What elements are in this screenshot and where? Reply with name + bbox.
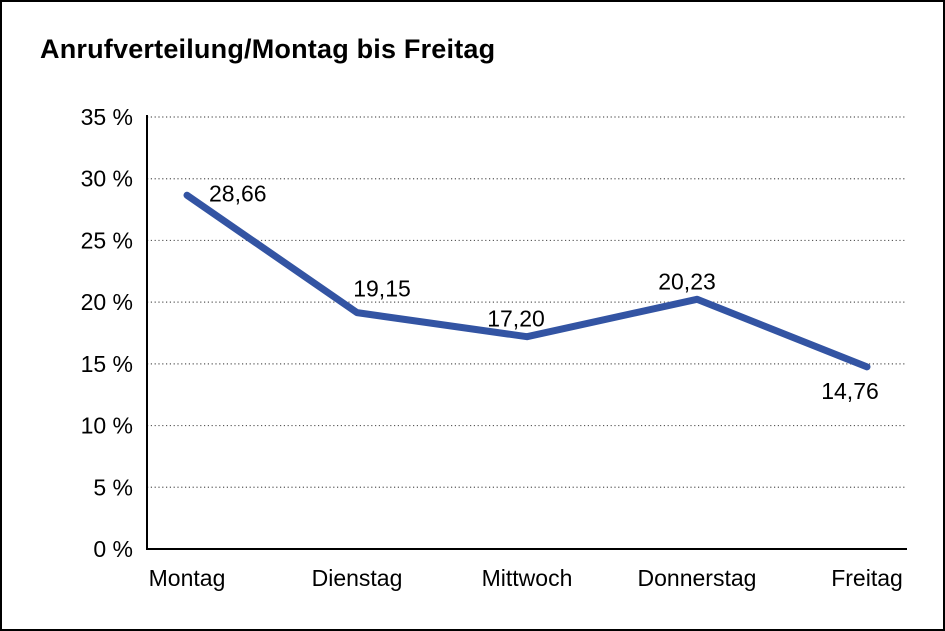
y-tick-label: 15 % [81, 351, 133, 377]
data-point-label: 14,76 [821, 378, 879, 404]
y-tick-label: 25 % [81, 227, 133, 253]
data-point-label: 28,66 [209, 180, 267, 206]
series-line [183, 191, 871, 371]
x-category-label: Freitag [831, 565, 903, 591]
y-tick-label: 5 % [93, 474, 133, 500]
x-category-label: Mittwoch [482, 565, 573, 591]
x-category-label: Montag [149, 565, 226, 591]
chart-title: Anrufverteilung/Montag bis Freitag [40, 34, 496, 64]
x-category-label: Donnerstag [638, 565, 757, 591]
data-point-label: 20,23 [658, 268, 716, 294]
y-tick-label: 30 % [81, 166, 133, 192]
y-tick-label: 20 % [81, 289, 133, 315]
x-category-label: Dienstag [312, 565, 403, 591]
data-point-label: 17,20 [487, 306, 545, 332]
y-tick-label: 0 % [93, 536, 133, 562]
y-tick-label: 35 % [81, 104, 133, 130]
data-point-label: 19,15 [353, 276, 411, 302]
y-tick-label: 10 % [81, 413, 133, 439]
